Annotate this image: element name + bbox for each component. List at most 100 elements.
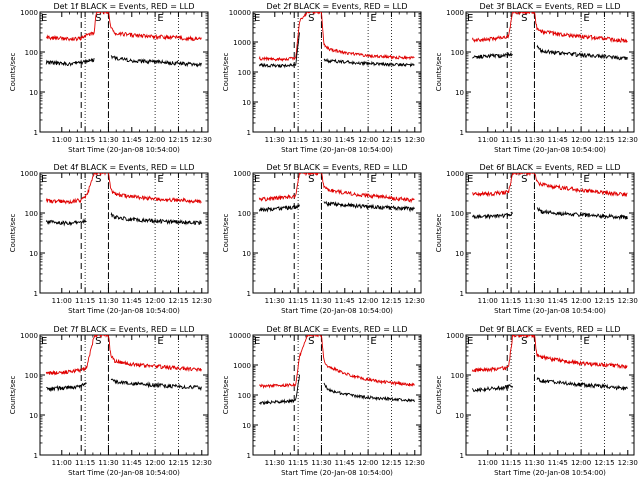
x-tick-label: 12:30 [618, 136, 638, 144]
edge-marker: E [254, 174, 260, 185]
y-tick-label: 100 [238, 392, 251, 400]
x-tick-label: 11:15 [75, 297, 95, 305]
x-tick-label: 11:30 [311, 297, 331, 305]
y-tick-label: 10000 [229, 332, 251, 340]
x-tick-label: 12:30 [192, 136, 212, 144]
x-tick-label: 11:00 [52, 459, 72, 467]
series-line-lld [258, 12, 415, 62]
panel-title: Det 2f BLACK = Events, RED = LLD [266, 2, 407, 11]
start-marker: S [308, 13, 314, 24]
x-tick-label: 11:15 [288, 136, 308, 144]
panel-title: Det 3f BLACK = Events, RED = LLD [479, 2, 620, 11]
series-line-events [45, 55, 202, 68]
x-tick-label: 11:45 [122, 459, 142, 467]
plot-frame [39, 11, 209, 133]
detector-panel-4: Det 4f BLACK = Events, RED = LLD 1 10 100 10… [9, 163, 212, 315]
x-tick-label: 12:15 [594, 297, 614, 305]
x-tick-label: 11:30 [524, 136, 544, 144]
x-tick-label: 12:00 [358, 136, 378, 144]
x-tick-label: 12:30 [405, 297, 425, 305]
y-tick-label: 10 [242, 422, 251, 430]
end-marker: E [370, 336, 376, 347]
series-line-events [471, 377, 628, 393]
x-tick-label: 12:15 [381, 459, 401, 467]
x-tick-label: 12:15 [381, 136, 401, 144]
x-tick-label: 11:45 [548, 459, 568, 467]
start-marker: S [95, 336, 101, 347]
y-tick-label: 1 [34, 290, 38, 298]
x-tick-label: 11:00 [478, 136, 498, 144]
start-marker: S [521, 13, 527, 24]
x-tick-label: 11:30 [524, 297, 544, 305]
x-tick-label: 12:00 [358, 297, 378, 305]
panel-title: Det 1f BLACK = Events, RED = LLD [53, 2, 194, 11]
x-tick-label: 11:00 [52, 136, 72, 144]
x-tick-label: 11:00 [478, 297, 498, 305]
panel-title: Det 5f BLACK = Events, RED = LLD [266, 163, 407, 172]
y-axis-label: Counts/sec [222, 53, 230, 92]
plot-frame [465, 334, 635, 456]
plot-frame [39, 334, 209, 456]
panel-title: Det 6f BLACK = Events, RED = LLD [479, 163, 620, 172]
series-line-lld [45, 335, 202, 376]
x-tick-label: 11:30 [98, 136, 118, 144]
x-tick-label: 11:15 [501, 459, 521, 467]
edge-marker: E [254, 336, 260, 347]
y-axis-label: Counts/sec [9, 376, 17, 415]
y-tick-label: 1000 [20, 170, 38, 178]
y-tick-label: 10 [455, 250, 464, 258]
x-tick-label: 11:45 [548, 136, 568, 144]
edge-marker: E [254, 13, 260, 24]
detector-panel-3: Det 3f BLACK = Events, RED = LLD 1 10 100 10… [435, 2, 638, 154]
series-line-events [45, 211, 202, 227]
series-line-lld [471, 335, 628, 373]
x-axis-label: Start Time (20-Jan-08 10:54:00) [494, 469, 606, 477]
panel-title: Det 7f BLACK = Events, RED = LLD [53, 325, 194, 334]
x-axis-label: Start Time (20-Jan-08 10:54:00) [68, 307, 180, 315]
series-line-lld [45, 173, 202, 205]
edge-marker: E [467, 336, 473, 347]
start-marker: S [308, 174, 314, 185]
series-line-events [258, 200, 415, 213]
y-tick-label: 100 [238, 210, 251, 218]
panel-title: Det 8f BLACK = Events, RED = LLD [266, 325, 407, 334]
x-tick-label: 12:15 [381, 297, 401, 305]
x-tick-label: 12:15 [168, 297, 188, 305]
y-tick-label: 1000 [446, 332, 464, 340]
y-tick-label: 100 [25, 210, 38, 218]
series-line-events [258, 374, 415, 406]
y-tick-label: 10 [455, 412, 464, 420]
y-tick-label: 100 [25, 372, 38, 380]
end-marker: E [157, 13, 163, 24]
x-tick-label: 12:00 [145, 297, 165, 305]
y-tick-label: 1 [247, 290, 251, 298]
x-tick-label: 11:15 [75, 459, 95, 467]
x-tick-label: 11:30 [311, 459, 331, 467]
x-tick-label: 11:15 [288, 459, 308, 467]
y-tick-label: 100 [451, 372, 464, 380]
series-line-events [258, 32, 415, 69]
y-tick-label: 10 [29, 89, 38, 97]
x-tick-label: 12:00 [145, 136, 165, 144]
y-axis-label: Counts/sec [435, 214, 443, 253]
panel-title: Det 9f BLACK = Events, RED = LLD [479, 325, 620, 334]
y-tick-label: 1000 [233, 170, 251, 178]
plot-frame [39, 172, 209, 294]
x-tick-label: 12:15 [168, 136, 188, 144]
x-tick-label: 12:00 [145, 459, 165, 467]
x-tick-label: 11:45 [122, 136, 142, 144]
y-tick-label: 1 [247, 452, 251, 460]
plot-frame [252, 334, 422, 456]
y-tick-label: 1000 [446, 9, 464, 17]
y-tick-label: 10 [242, 99, 251, 107]
x-axis-label: Start Time (20-Jan-08 10:54:00) [281, 469, 393, 477]
y-tick-label: 1 [460, 452, 464, 460]
y-axis-label: Counts/sec [222, 376, 230, 415]
y-tick-label: 100 [25, 49, 38, 57]
x-tick-label: 11:15 [75, 136, 95, 144]
x-axis-label: Start Time (20-Jan-08 10:54:00) [68, 469, 180, 477]
x-axis-label: Start Time (20-Jan-08 10:54:00) [281, 146, 393, 154]
y-tick-label: 100 [451, 49, 464, 57]
end-marker: E [157, 336, 163, 347]
